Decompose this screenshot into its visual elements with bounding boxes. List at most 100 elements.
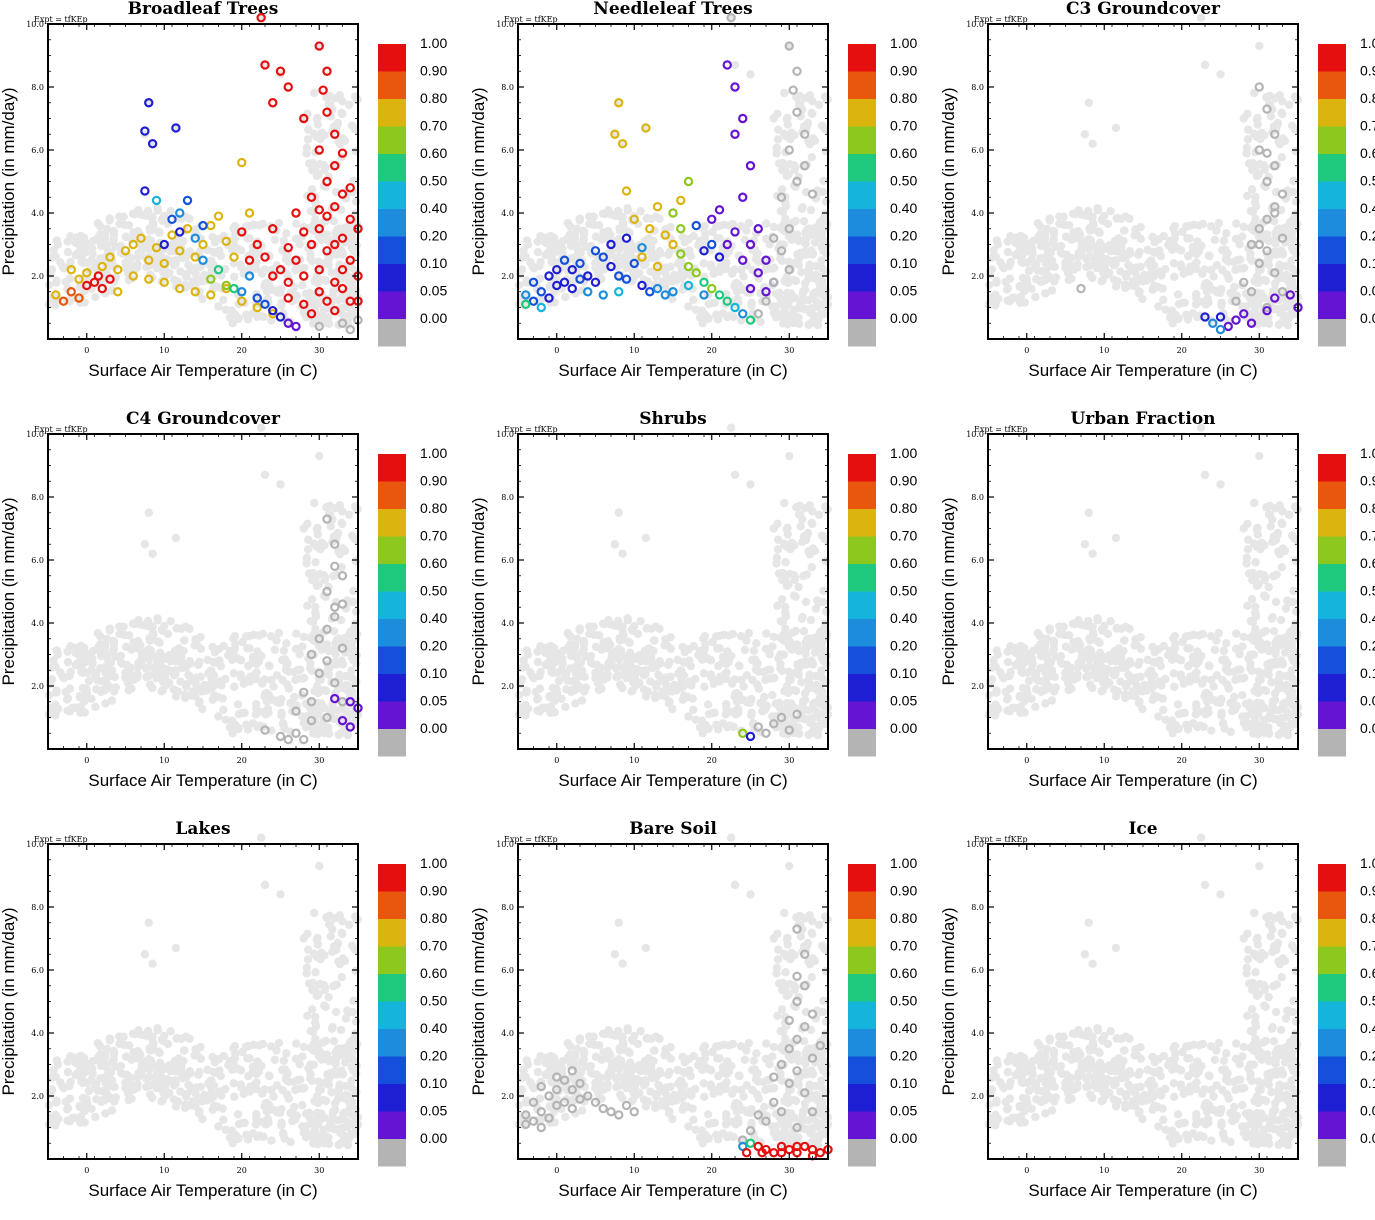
colorbar-label: 0.90 (420, 473, 447, 489)
background-point (352, 197, 360, 205)
background-point (1168, 716, 1176, 724)
background-point (1271, 240, 1279, 248)
background-point (993, 646, 1001, 654)
background-point (742, 226, 750, 234)
background-point (319, 314, 327, 322)
background-point (1246, 254, 1254, 262)
background-point (1111, 670, 1119, 678)
colorbar-swatch (378, 702, 406, 730)
background-point (805, 321, 813, 329)
background-point (1087, 239, 1095, 247)
background-point (79, 669, 87, 677)
background-point (348, 531, 356, 539)
background-point (154, 616, 162, 624)
background-point (217, 681, 225, 689)
y-tick-label: 2.0 (31, 682, 44, 691)
background-point (985, 691, 993, 699)
background-point (1285, 101, 1293, 109)
background-point (333, 121, 341, 129)
background-point (547, 645, 555, 653)
background-point (615, 672, 623, 680)
background-point (746, 480, 754, 488)
background-point (1196, 721, 1204, 729)
background-point (677, 274, 685, 282)
background-point (798, 701, 806, 709)
background-point (784, 279, 792, 287)
background-point (628, 686, 636, 694)
colorbar-label: 0.40 (420, 610, 447, 626)
background-point (524, 705, 532, 713)
background-point (807, 616, 815, 624)
background-point (1215, 219, 1223, 227)
x-axis-label: Surface Air Temperature (in C) (558, 771, 787, 790)
colorbar-swatch (848, 72, 876, 100)
background-point (815, 511, 823, 519)
background-point (752, 639, 760, 647)
background-point (1126, 657, 1134, 665)
background-point (1091, 255, 1099, 263)
background-point (66, 684, 74, 692)
background-point (1088, 140, 1096, 148)
background-point (1192, 668, 1200, 676)
colorbar-swatch (848, 482, 876, 510)
background-point (1110, 244, 1118, 252)
y-tick-label: 8.0 (501, 493, 514, 502)
background-point (797, 659, 805, 667)
colorbar-swatch (378, 509, 406, 537)
background-point (1076, 641, 1084, 649)
background-point (522, 253, 530, 261)
x-tick-label: 30 (784, 346, 794, 355)
background-point (1063, 251, 1071, 259)
y-axis-label: Precipitation (in mm/day) (470, 87, 488, 275)
colorbar-label: 1.00 (890, 445, 917, 461)
background-point (348, 243, 356, 251)
background-point (1277, 109, 1285, 117)
background-point (762, 235, 770, 243)
background-point (1098, 686, 1106, 694)
background-point (340, 224, 348, 232)
colorbar-label: 0.50 (420, 583, 447, 599)
background-point (322, 277, 330, 285)
colorbar-label: 1.00 (1360, 35, 1375, 51)
colorbar-swatch (848, 237, 876, 265)
background-point (234, 725, 242, 733)
background-point (1031, 293, 1039, 301)
background-point (793, 640, 801, 648)
y-tick-label: 6.0 (501, 556, 514, 565)
background-point (53, 646, 61, 654)
background-point (1065, 221, 1073, 229)
background-point (1231, 266, 1239, 274)
background-point (1273, 121, 1281, 129)
background-point (323, 230, 331, 238)
background-point (630, 622, 638, 630)
background-point (333, 226, 341, 234)
background-point (256, 311, 264, 319)
background-point (1251, 193, 1259, 201)
background-point (1021, 658, 1029, 666)
background-point (1125, 625, 1133, 633)
background-point (807, 519, 815, 527)
background-point (1154, 302, 1162, 310)
background-point (1240, 114, 1248, 122)
background-point (818, 531, 826, 539)
background-point (617, 649, 625, 657)
background-point (1128, 676, 1136, 684)
background-point (1184, 725, 1192, 733)
background-point (1170, 669, 1178, 677)
background-point (345, 101, 353, 109)
x-tick-label: 10 (629, 756, 639, 765)
background-point (1094, 206, 1102, 214)
background-point (1049, 237, 1057, 245)
background-point (810, 224, 818, 232)
background-point (761, 676, 769, 684)
y-tick-label: 8.0 (31, 493, 44, 502)
background-point (322, 687, 330, 695)
background-point (595, 221, 603, 229)
background-point (701, 230, 709, 238)
background-point (265, 281, 273, 289)
background-point (115, 212, 123, 220)
background-point (617, 226, 625, 234)
background-point (534, 237, 542, 245)
background-point (1180, 299, 1188, 307)
